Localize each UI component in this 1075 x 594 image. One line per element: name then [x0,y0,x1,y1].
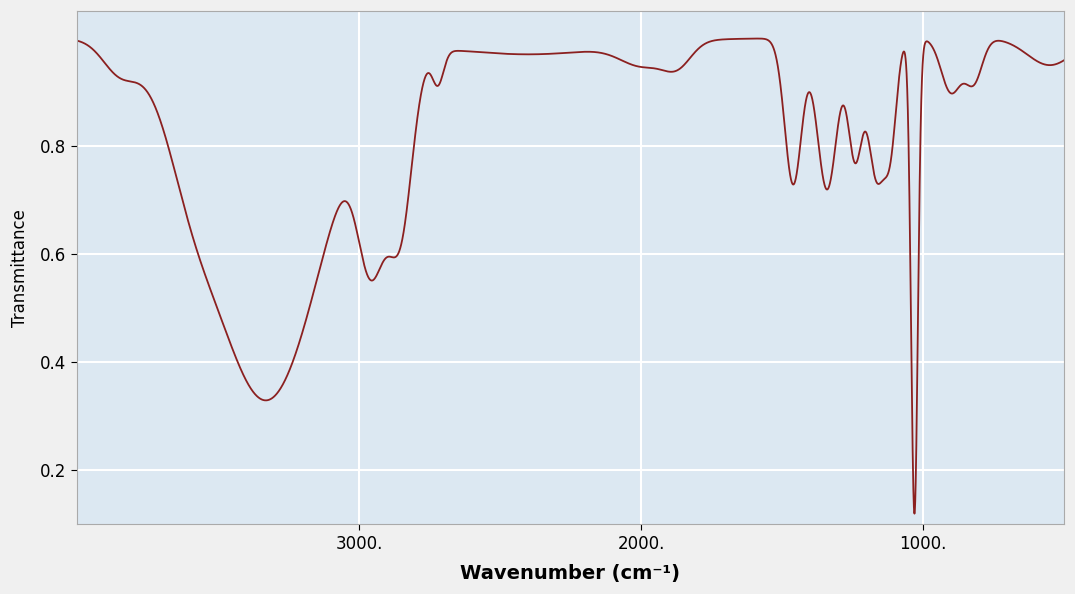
Y-axis label: Transmittance: Transmittance [11,209,29,327]
X-axis label: Wavenumber (cm⁻¹): Wavenumber (cm⁻¹) [460,564,680,583]
